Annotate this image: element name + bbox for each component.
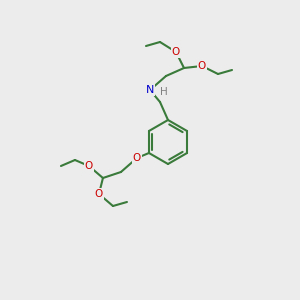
Text: O: O <box>172 47 180 57</box>
Text: H: H <box>160 87 168 97</box>
Text: O: O <box>95 189 103 199</box>
Text: O: O <box>198 61 206 71</box>
Text: N: N <box>146 85 154 95</box>
Text: O: O <box>85 161 93 171</box>
Text: O: O <box>133 153 141 163</box>
